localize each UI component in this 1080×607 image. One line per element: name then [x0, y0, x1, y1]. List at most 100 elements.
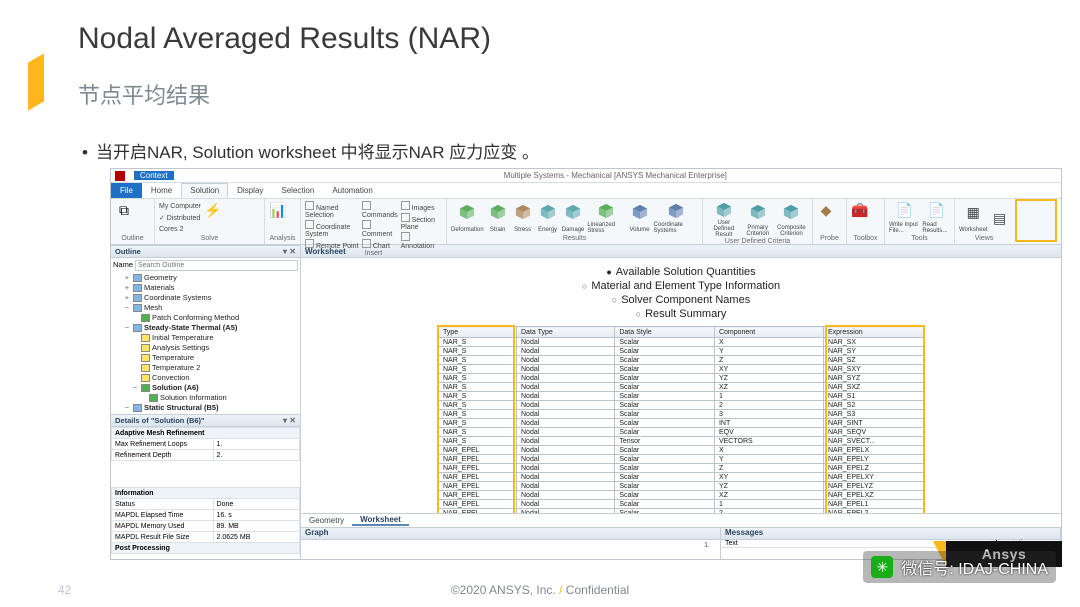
- named-selection-btn[interactable]: Named Selection: [305, 201, 359, 219]
- outline-close-icon[interactable]: ▾ ✕: [283, 247, 296, 256]
- table-row[interactable]: NAR_SNodalScalarYZNAR_SYZ: [439, 374, 924, 383]
- userdef-user-defined-result[interactable]: User Defined Result: [707, 201, 741, 238]
- tab-home[interactable]: Home: [142, 183, 181, 198]
- details-close-icon[interactable]: ▾ ✕: [283, 416, 296, 425]
- copyright: ©2020 ANSYS, Inc. / Confidential: [451, 583, 629, 597]
- tree-item[interactable]: −Steady-State Thermal (A5): [121, 323, 298, 333]
- comment-btn[interactable]: Comment: [362, 220, 398, 238]
- radio-solver-component-names[interactable]: Solver Component Names: [309, 294, 1053, 306]
- rg-toolbox-label: Toolbox: [851, 235, 880, 242]
- analysis-icon[interactable]: 📊: [269, 201, 287, 219]
- tree-item[interactable]: −Solution (A6): [129, 383, 298, 393]
- tab-solution[interactable]: Solution: [181, 183, 228, 198]
- toolbox-icon[interactable]: 🧰: [851, 201, 869, 219]
- worksheet-highlight-box: [1015, 199, 1057, 242]
- table-row[interactable]: NAR_SNodalScalar1NAR_S1: [439, 392, 924, 401]
- wechat-icon: ✳: [871, 556, 893, 578]
- bullet-dot: •: [82, 143, 88, 162]
- table-row[interactable]: NAR_SNodalScalar2NAR_S2: [439, 401, 924, 410]
- outline-search-input[interactable]: [135, 260, 298, 271]
- table-row[interactable]: NAR_EPELNodalScalar1NAR_EPEL1: [439, 500, 924, 509]
- result-volume[interactable]: Volume: [629, 201, 651, 235]
- table-row[interactable]: NAR_EPELNodalScalarXNAR_EPELX: [439, 446, 924, 455]
- chart-btn[interactable]: Chart: [362, 239, 398, 250]
- tree-item[interactable]: +Coordinate Systems: [121, 293, 298, 303]
- images-btn[interactable]: Images: [401, 201, 442, 212]
- userdef-primary-criterion[interactable]: Primary Criterion: [744, 201, 772, 238]
- table-row[interactable]: NAR_EPELNodalScalarYNAR_EPELY: [439, 455, 924, 464]
- worksheet-pane: Worksheet Available Solution Quantities M…: [301, 245, 1061, 560]
- tree-item[interactable]: Temperature 2: [129, 363, 298, 373]
- table-row[interactable]: NAR_EPELNodalScalarYZNAR_EPELYZ: [439, 482, 924, 491]
- table-row[interactable]: NAR_SNodalTensorVECTORSNAR_SVECT...: [439, 437, 924, 446]
- table-row[interactable]: NAR_EPELNodalScalarXYNAR_EPELXY: [439, 473, 924, 482]
- result-stress[interactable]: Stress: [512, 201, 534, 235]
- cores-input[interactable]: Cores 2: [159, 226, 201, 233]
- table-row[interactable]: NAR_SNodalScalarYNAR_SY: [439, 347, 924, 356]
- result-strain[interactable]: Strain: [487, 201, 509, 235]
- commands-btn[interactable]: Commands: [362, 201, 398, 219]
- tab-automation[interactable]: Automation: [323, 183, 381, 198]
- distributed-check[interactable]: ✓ Distributed: [159, 214, 201, 222]
- tree-item[interactable]: Convection: [129, 373, 298, 383]
- coord-system-btn[interactable]: Coordinate System: [305, 220, 359, 238]
- tree-item[interactable]: Solution Information: [137, 393, 298, 403]
- app-main: Outline ▾ ✕ Name +Geometry+Materials+Coo…: [111, 245, 1061, 560]
- tree-item[interactable]: +Materials: [121, 283, 298, 293]
- table-row[interactable]: NAR_SNodalScalarXNAR_SX: [439, 338, 924, 347]
- radio-available-solution-quantities[interactable]: Available Solution Quantities: [309, 266, 1053, 278]
- result-deformation[interactable]: Deformation: [451, 201, 484, 235]
- table-row[interactable]: NAR_SNodalScalar3NAR_S3: [439, 410, 924, 419]
- wechat-text: 微信号: IDAJ-CHINA: [901, 555, 1048, 579]
- tree-item[interactable]: −Mesh: [121, 303, 298, 313]
- tree-item[interactable]: +Geometry: [121, 273, 298, 283]
- rg-results-label: Results: [451, 235, 698, 242]
- result-energy[interactable]: Energy: [537, 201, 559, 235]
- table-row[interactable]: NAR_EPELNodalScalarZNAR_EPELZ: [439, 464, 924, 473]
- result-damage[interactable]: Damage: [562, 201, 585, 235]
- write-input-icon[interactable]: 📄: [895, 202, 913, 220]
- table-row[interactable]: NAR_SNodalScalarXYNAR_SXY: [439, 365, 924, 374]
- annotation-btn[interactable]: Annotation: [401, 232, 442, 250]
- tab-worksheet-view[interactable]: Worksheet: [352, 515, 409, 526]
- tab-selection[interactable]: Selection: [272, 183, 323, 198]
- graph-pane: Graph 1.: [301, 528, 721, 560]
- tab-display[interactable]: Display: [228, 183, 272, 198]
- table-row[interactable]: NAR_SNodalScalarINTNAR_SINT: [439, 419, 924, 428]
- table-row[interactable]: NAR_SNodalScalarZNAR_SZ: [439, 356, 924, 365]
- my-computer-dropdown[interactable]: My Computer: [159, 203, 201, 210]
- slide-accent-bar: [28, 53, 44, 110]
- solution-quantities-table[interactable]: TypeData TypeData StyleComponentExpressi…: [438, 326, 924, 513]
- tree-item[interactable]: Temperature: [129, 353, 298, 363]
- view-tabs: Geometry Worksheet: [301, 513, 1061, 527]
- tab-file[interactable]: File: [111, 183, 142, 198]
- read-result-icon[interactable]: 📄: [927, 202, 945, 220]
- tree-item[interactable]: Analysis Settings: [129, 343, 298, 353]
- tree-item[interactable]: −Static Structural (B5): [121, 403, 298, 413]
- worksheet-radio-list[interactable]: Available Solution Quantities Material an…: [309, 266, 1053, 320]
- graph-btn[interactable]: ▤: [991, 209, 1009, 227]
- bullet-text: •当开启NAR, Solution worksheet 中将显示NAR 应力应变…: [82, 138, 539, 163]
- left-panes: Outline ▾ ✕ Name +Geometry+Materials+Coo…: [111, 245, 301, 560]
- radio-result-summary[interactable]: Result Summary: [309, 308, 1053, 320]
- worksheet-btn[interactable]: ▦: [964, 203, 982, 221]
- duplicate-icon[interactable]: ⧉: [115, 201, 133, 219]
- tree-item[interactable]: Initial Temperature: [129, 333, 298, 343]
- table-row[interactable]: NAR_SNodalScalarXZNAR_SXZ: [439, 383, 924, 392]
- details-header: Details of "Solution (B6)" ▾ ✕: [111, 414, 300, 427]
- remote-point-btn[interactable]: Remote Point: [305, 239, 359, 250]
- radio-material-and-element-type-information[interactable]: Material and Element Type Information: [309, 280, 1053, 292]
- userdef-composite-criterion[interactable]: Composite Criterion: [775, 201, 808, 238]
- result-coordinate-systems[interactable]: Coordinate Systems: [654, 201, 698, 235]
- outline-tree[interactable]: Name +Geometry+Materials+Coordinate Syst…: [111, 258, 300, 414]
- table-row[interactable]: NAR_SNodalScalarEQVNAR_SEQV: [439, 428, 924, 437]
- details-pane[interactable]: Adaptive Mesh RefinementMax Refinement L…: [111, 427, 300, 487]
- table-row[interactable]: NAR_EPELNodalScalar2NAR_EPEL2: [439, 509, 924, 514]
- probe-icon[interactable]: ◆: [817, 201, 835, 219]
- tab-geometry-view[interactable]: Geometry: [301, 516, 352, 525]
- section-plane-btn[interactable]: Section Plane: [401, 213, 442, 231]
- solve-icon[interactable]: ⚡: [204, 201, 222, 219]
- table-row[interactable]: NAR_EPELNodalScalarXZNAR_EPELXZ: [439, 491, 924, 500]
- result-linearized-stress[interactable]: Linearized Stress: [587, 201, 625, 235]
- tree-item[interactable]: Patch Conforming Method: [129, 313, 298, 323]
